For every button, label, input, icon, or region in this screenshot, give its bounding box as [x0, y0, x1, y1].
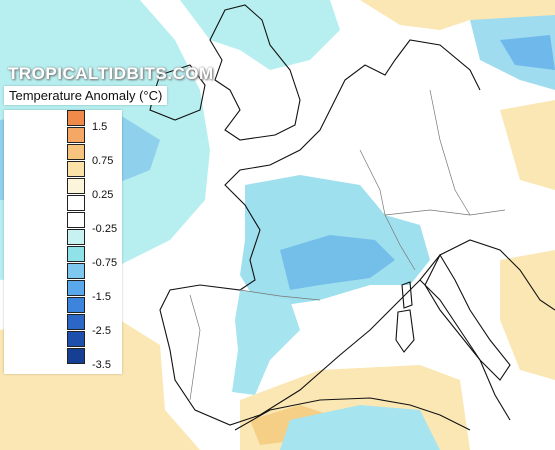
legend-swatch [67, 348, 85, 364]
legend-swatch [67, 314, 85, 330]
france-germany-border [359, 149, 386, 216]
legend-tick-label: -0.25 [92, 223, 118, 235]
east-europe-warm-anomaly [500, 100, 555, 190]
north-africa-coastline [234, 397, 471, 431]
portugal-border [189, 294, 201, 401]
france-italy-border [384, 214, 416, 271]
legend-swatch [67, 127, 85, 143]
iberia-cool-anomaly [232, 290, 300, 395]
legend-title: Temperature Anomaly (°C) [4, 86, 168, 105]
france-spain-border [239, 289, 321, 301]
watermark-text: TROPICALTIDBITS.COM [8, 64, 214, 83]
corsica-coastline [401, 281, 413, 309]
legend-tick-label: 0.25 [92, 189, 114, 201]
sardinia-coastline [395, 309, 415, 353]
legend-swatch [67, 161, 85, 177]
legend-tick-label: -3.5 [92, 359, 111, 371]
legend-color-bar: 1.5 0.75 0.25 -0.25 -0.75 -1.5 -2.5 -3.5 [4, 110, 122, 374]
legend-swatch [67, 297, 85, 313]
legend-tick-label: 0.75 [92, 155, 114, 167]
legend-tick-label: 1.5 [92, 121, 108, 133]
legend-swatch [67, 263, 85, 279]
legend-swatch [67, 195, 85, 211]
north-africa-cool-anomaly [280, 405, 440, 450]
legend-swatch [67, 144, 85, 160]
alps-border [384, 209, 506, 216]
legend-swatch [67, 280, 85, 296]
legend-tick-label: -1.5 [92, 291, 111, 303]
legend-swatch [67, 331, 85, 347]
scandinavia-warm-anomaly [360, 0, 555, 30]
legend-tick-label: -2.5 [92, 325, 111, 337]
legend-swatch [67, 229, 85, 245]
border-layer [189, 89, 506, 401]
legend-swatch [67, 246, 85, 262]
balkan-warm-anomaly [500, 250, 555, 380]
france-cooler-core [280, 235, 395, 290]
legend-swatch [67, 178, 85, 194]
legend-tick-label: -0.75 [92, 257, 118, 269]
legend-swatch [67, 212, 85, 228]
legend-swatch [67, 110, 85, 126]
great-britain-coastline [209, 4, 301, 141]
germany-east-border [429, 89, 471, 216]
baltic-cooler-core [500, 35, 555, 70]
north-sea-cool-anomaly [180, 0, 340, 70]
italy-coastline [424, 253, 511, 381]
